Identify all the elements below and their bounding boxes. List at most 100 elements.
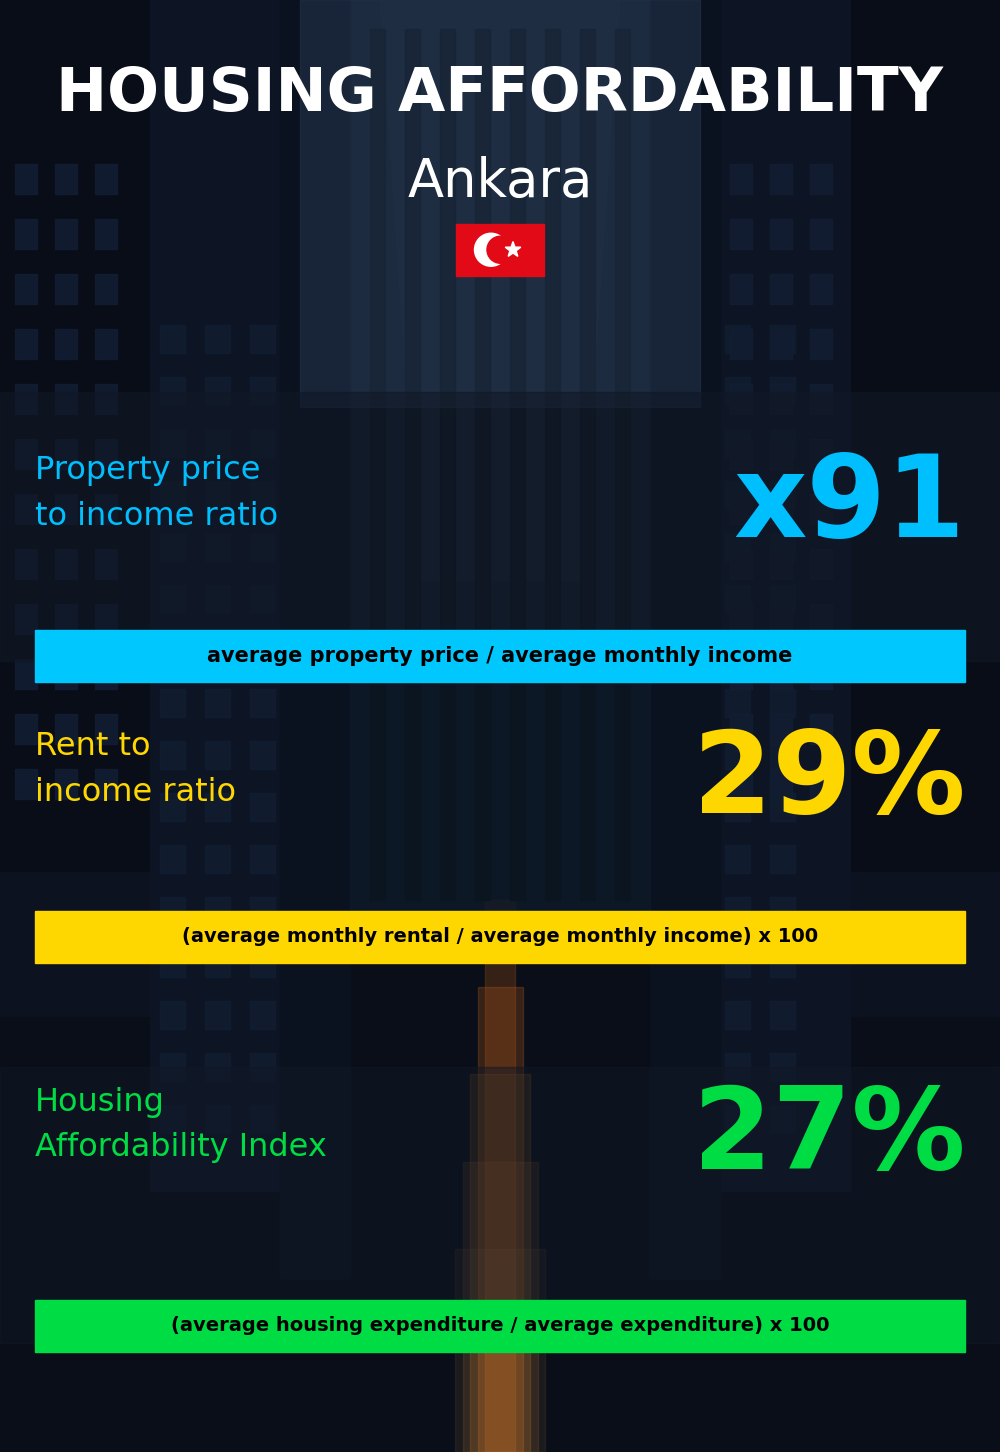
- Bar: [725, 1000, 750, 1028]
- Bar: [160, 533, 185, 560]
- Bar: [725, 793, 750, 820]
- Bar: [725, 1105, 750, 1133]
- Bar: [35, 630, 965, 682]
- Bar: [770, 481, 795, 508]
- Bar: [770, 376, 795, 405]
- Bar: [160, 688, 185, 716]
- Bar: [205, 1053, 230, 1080]
- Bar: [680, 533, 705, 560]
- Bar: [250, 325, 275, 353]
- Bar: [725, 896, 750, 925]
- Bar: [770, 585, 795, 613]
- Bar: [770, 494, 792, 524]
- Bar: [95, 383, 117, 414]
- Text: Housing
Affordability Index: Housing Affordability Index: [35, 1088, 327, 1163]
- Bar: [810, 604, 832, 633]
- Bar: [770, 439, 792, 469]
- Bar: [250, 533, 275, 560]
- Bar: [680, 688, 705, 716]
- Bar: [725, 948, 750, 977]
- Bar: [810, 439, 832, 469]
- Bar: [205, 948, 230, 977]
- Bar: [462, 1162, 538, 1452]
- Bar: [725, 845, 750, 873]
- Bar: [680, 948, 705, 977]
- Bar: [250, 793, 275, 820]
- Bar: [35, 1300, 965, 1352]
- Bar: [730, 383, 752, 414]
- Bar: [15, 219, 37, 248]
- Bar: [730, 604, 752, 633]
- Bar: [810, 383, 832, 414]
- Bar: [55, 494, 77, 524]
- Bar: [730, 439, 752, 469]
- Bar: [160, 741, 185, 768]
- Bar: [725, 741, 750, 768]
- Bar: [0, 1067, 1000, 1343]
- Bar: [770, 1000, 795, 1028]
- Bar: [810, 549, 832, 578]
- Bar: [810, 273, 832, 303]
- Bar: [810, 219, 832, 248]
- Bar: [160, 1105, 185, 1133]
- Bar: [95, 768, 117, 799]
- Bar: [770, 325, 795, 353]
- Bar: [15, 713, 37, 743]
- Bar: [725, 585, 750, 613]
- Bar: [15, 273, 37, 303]
- Bar: [440, 29, 455, 900]
- Polygon shape: [505, 241, 521, 257]
- Bar: [0, 392, 1000, 661]
- Bar: [730, 659, 752, 688]
- Bar: [250, 376, 275, 405]
- Bar: [770, 1053, 795, 1080]
- Bar: [455, 1249, 545, 1452]
- Bar: [205, 376, 230, 405]
- Bar: [250, 636, 275, 665]
- Bar: [160, 793, 185, 820]
- Bar: [250, 585, 275, 613]
- Bar: [730, 549, 752, 578]
- Bar: [770, 768, 792, 799]
- Bar: [55, 439, 77, 469]
- Bar: [350, 0, 650, 944]
- Bar: [770, 273, 792, 303]
- Bar: [205, 793, 230, 820]
- Bar: [725, 688, 750, 716]
- Bar: [545, 29, 560, 900]
- Bar: [15, 383, 37, 414]
- Bar: [680, 896, 705, 925]
- Bar: [205, 1000, 230, 1028]
- Bar: [770, 713, 792, 743]
- Bar: [485, 900, 515, 1452]
- Bar: [15, 164, 37, 193]
- Bar: [770, 845, 795, 873]
- Bar: [205, 636, 230, 665]
- Bar: [55, 383, 77, 414]
- Bar: [730, 494, 752, 524]
- Text: x91: x91: [733, 450, 965, 560]
- Bar: [580, 29, 595, 900]
- Bar: [250, 896, 275, 925]
- Text: average property price / average monthly income: average property price / average monthly…: [207, 646, 793, 666]
- Bar: [95, 439, 117, 469]
- Bar: [205, 896, 230, 925]
- Bar: [0, 0, 220, 1016]
- Bar: [470, 1074, 530, 1452]
- Polygon shape: [300, 0, 700, 653]
- Bar: [205, 428, 230, 456]
- Bar: [160, 481, 185, 508]
- Bar: [95, 328, 117, 359]
- Bar: [95, 549, 117, 578]
- Bar: [770, 659, 792, 688]
- Bar: [250, 481, 275, 508]
- Circle shape: [487, 237, 514, 263]
- Text: 27%: 27%: [692, 1082, 965, 1192]
- Text: Property price
to income ratio: Property price to income ratio: [35, 456, 278, 531]
- Bar: [160, 585, 185, 613]
- Bar: [55, 549, 77, 578]
- Bar: [770, 636, 795, 665]
- Bar: [95, 273, 117, 303]
- Bar: [95, 164, 117, 193]
- Bar: [15, 328, 37, 359]
